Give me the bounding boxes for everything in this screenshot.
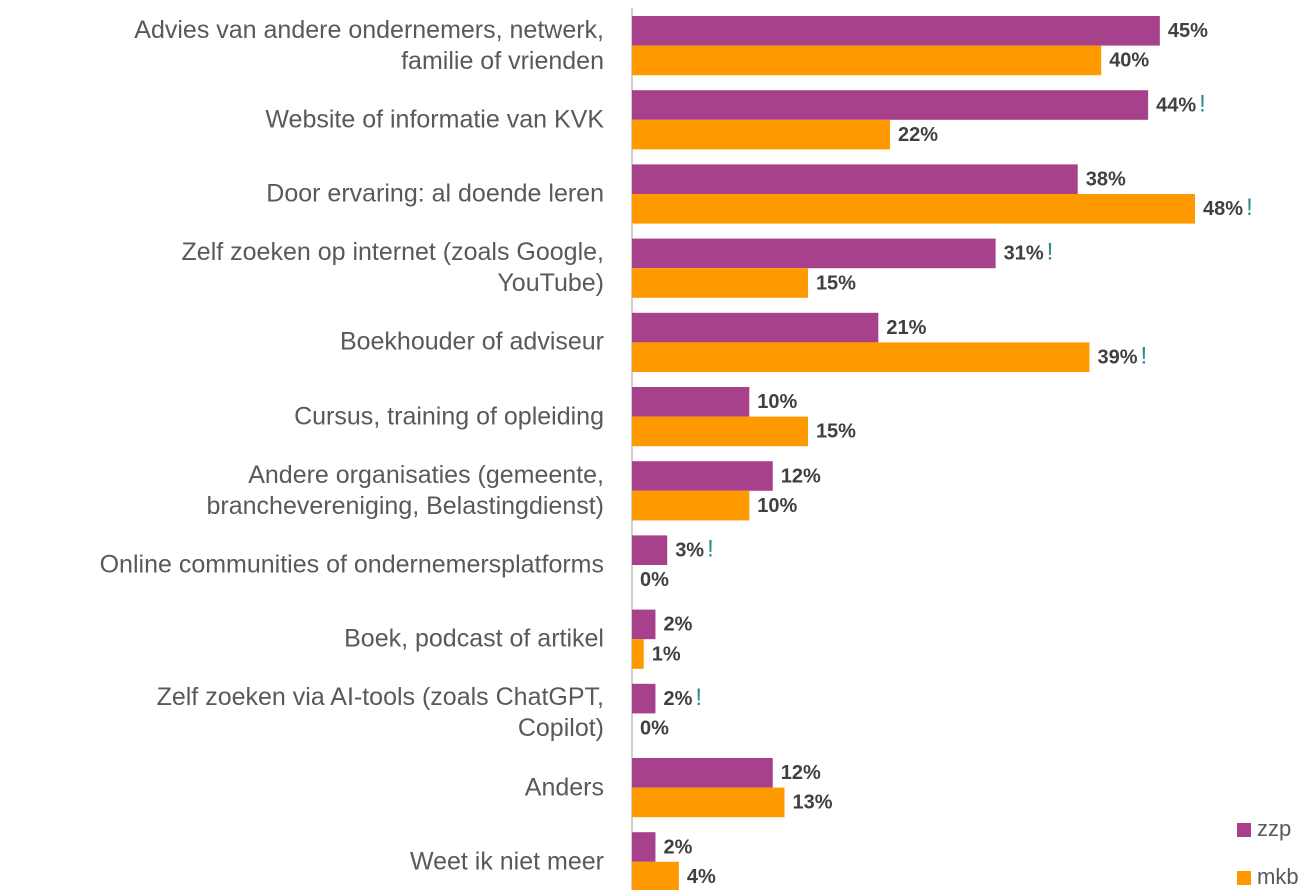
category-label: Zelf zoeken op internet (zoals Google, Y… xyxy=(181,238,604,298)
bar xyxy=(632,194,1196,224)
bar xyxy=(632,387,750,417)
bar xyxy=(632,164,1078,194)
category-label: Boekhouder of adviseur xyxy=(339,327,604,356)
category-label: Door ervaring: al doende leren xyxy=(266,179,604,208)
category-label: Website of informatie van KVK xyxy=(265,105,604,134)
significance-marker: ! xyxy=(1141,343,1148,370)
value-label: 2% xyxy=(663,614,692,636)
bar xyxy=(632,45,1102,76)
bar xyxy=(632,683,656,714)
value-label: 15% xyxy=(816,421,856,443)
category-label: Anders xyxy=(524,773,604,802)
value-label: 0% xyxy=(640,717,669,739)
bar xyxy=(632,16,1160,46)
bar xyxy=(632,639,644,669)
bar xyxy=(632,416,808,447)
significance-marker: ! xyxy=(707,536,714,563)
value-label: 1% xyxy=(652,643,681,665)
value-label: 10% xyxy=(757,495,797,517)
significance-marker: ! xyxy=(695,684,702,711)
value-label: 15% xyxy=(816,272,856,294)
legend-swatch xyxy=(1237,823,1251,837)
value-label: 3% xyxy=(675,539,704,561)
value-label: 31% xyxy=(1004,243,1044,265)
bar xyxy=(632,238,996,269)
value-label: 10% xyxy=(757,391,797,413)
category-label: Online communities of ondernemersplatfor… xyxy=(99,550,604,579)
category-label: Boek, podcast of artikel xyxy=(344,624,604,653)
significance-marker: ! xyxy=(1246,194,1253,221)
bar xyxy=(632,861,679,890)
value-label: 48% xyxy=(1203,198,1243,220)
legend-label: mkb xyxy=(1257,864,1299,889)
category-label: Cursus, training of opleiding xyxy=(294,402,604,431)
value-label: 22% xyxy=(898,124,938,146)
value-label: 12% xyxy=(781,465,821,487)
bar xyxy=(632,758,773,788)
significance-marker: ! xyxy=(1199,90,1206,117)
bar xyxy=(632,268,808,298)
value-label: 2% xyxy=(663,688,692,710)
bar xyxy=(632,342,1090,372)
legend-swatch xyxy=(1237,871,1251,885)
category-label: Weet ik niet meer xyxy=(409,847,604,876)
value-label: 39% xyxy=(1097,346,1137,368)
value-label: 38% xyxy=(1086,168,1126,190)
bar xyxy=(632,609,656,640)
category-label: Zelf zoeken via AI-tools (zoals ChatGPT,… xyxy=(156,683,604,743)
bar xyxy=(632,490,750,521)
value-label: 13% xyxy=(792,792,832,814)
value-label: 4% xyxy=(687,866,716,888)
value-label: 44% xyxy=(1156,94,1196,116)
value-label: 21% xyxy=(886,317,926,339)
bar xyxy=(632,787,785,818)
category-label: Advies van andere ondernemers, netwerk, … xyxy=(134,15,604,75)
bar xyxy=(632,461,773,491)
value-label: 2% xyxy=(663,836,692,858)
legend-label: zzp xyxy=(1257,816,1291,841)
bar xyxy=(632,832,656,862)
bar xyxy=(632,312,879,343)
bar xyxy=(632,535,668,565)
significance-marker: ! xyxy=(1047,239,1054,266)
bar xyxy=(632,90,1149,120)
value-label: 45% xyxy=(1168,20,1208,42)
category-label: Andere organisaties (gemeente, brancheve… xyxy=(206,460,604,520)
value-label: 0% xyxy=(640,569,669,591)
value-label: 40% xyxy=(1109,50,1149,72)
bar xyxy=(632,119,891,150)
value-label: 12% xyxy=(781,762,821,784)
